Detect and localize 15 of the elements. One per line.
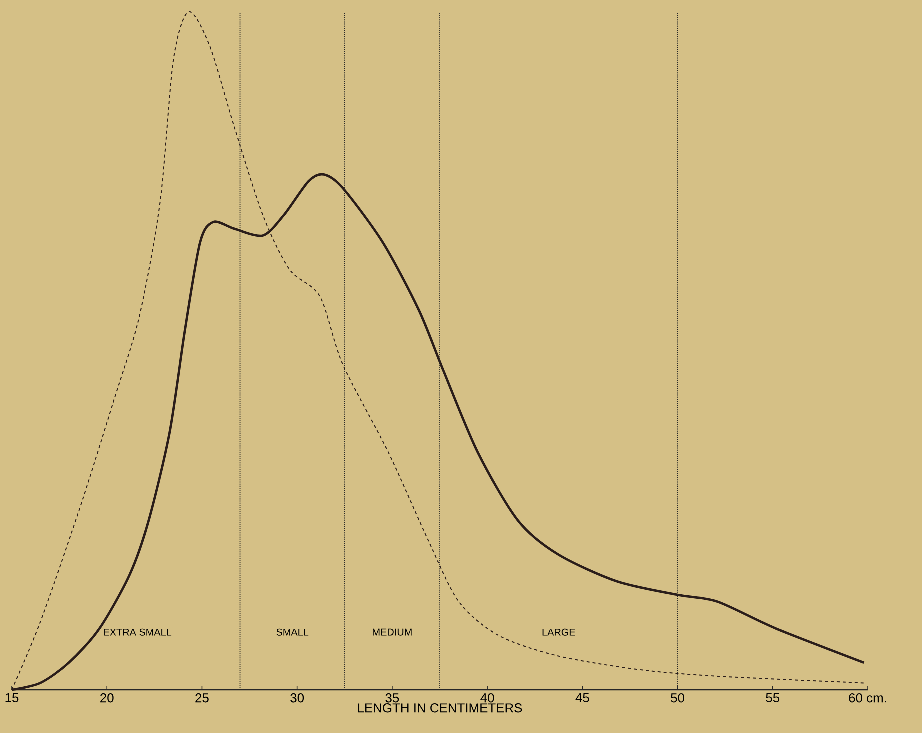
x-tick-label: 20 bbox=[100, 694, 114, 703]
x-axis-title: LENGTH IN CENTIMETERS bbox=[358, 704, 522, 713]
annotation: MEDIUM bbox=[373, 628, 412, 636]
x-tick-label: 60 cm. bbox=[849, 694, 886, 703]
x-tick-label: 15 bbox=[6, 694, 19, 703]
annotation: LARGE bbox=[542, 628, 576, 636]
x-tick-label: 30 bbox=[290, 694, 304, 703]
x-tick-label: 45 bbox=[576, 694, 590, 703]
x-tick-label: 40 bbox=[480, 694, 494, 703]
x-tick-label: 25 bbox=[196, 694, 209, 703]
x-tick-label: 35 bbox=[386, 694, 400, 703]
annotation: SMALL bbox=[276, 628, 309, 636]
x-tick-label: 50 bbox=[671, 694, 684, 703]
x-tick-label: 55 bbox=[766, 694, 780, 703]
annotation: EXTRA SMALL bbox=[104, 628, 172, 636]
